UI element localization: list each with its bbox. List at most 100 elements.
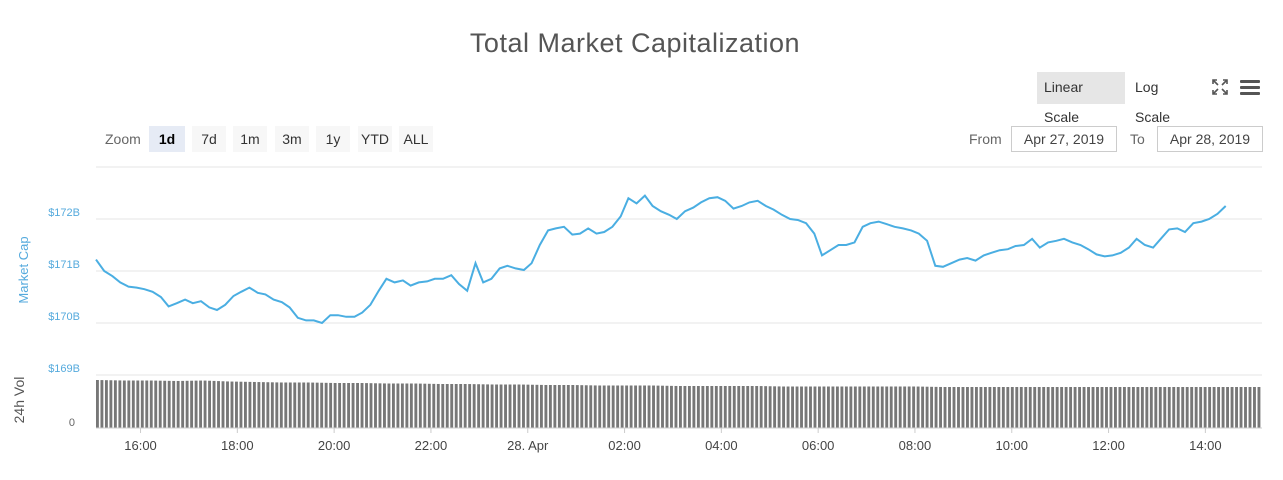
volume-bar [459, 384, 463, 428]
volume-bar [930, 386, 934, 428]
volume-bar [140, 380, 144, 428]
volume-bar [943, 387, 947, 428]
volume-bar [226, 381, 229, 428]
volume-bar [1172, 387, 1176, 428]
volume-bar [1122, 387, 1126, 428]
volume-bar [1226, 387, 1229, 428]
volume-bar [1055, 387, 1059, 428]
volume-bar [719, 386, 723, 428]
volume-bar [418, 383, 422, 428]
volume-bar [508, 384, 512, 428]
volume-bar [844, 386, 848, 428]
volume-bar [1131, 387, 1135, 428]
volume-bar [535, 384, 539, 428]
hamburger-menu-icon[interactable] [1238, 76, 1262, 98]
volume-bar [1203, 387, 1207, 428]
volume-bar [1024, 387, 1028, 428]
volume-bar [620, 385, 624, 428]
volume-bar [746, 386, 750, 428]
zoom-button-ytd[interactable]: YTD [358, 126, 392, 152]
volume-bar [181, 380, 185, 428]
volume-bar [782, 386, 786, 428]
volume-bar [714, 386, 718, 428]
volume-bar [1149, 387, 1153, 428]
volume-bar [131, 380, 135, 428]
volume-bar [598, 385, 602, 428]
x-tick-label: 02:00 [608, 438, 641, 453]
volume-bar [513, 384, 516, 428]
volume-bar [831, 386, 835, 428]
volume-bar [925, 386, 929, 428]
to-date-input[interactable] [1157, 126, 1263, 152]
volume-bar [199, 380, 203, 428]
volume-bar [1010, 387, 1014, 428]
volume-bar [970, 387, 974, 428]
zoom-button-7d[interactable]: 7d [192, 126, 226, 152]
volume-bar [436, 383, 440, 428]
volume-bar [481, 384, 485, 428]
volume-bar [320, 382, 324, 428]
volume-bar [652, 385, 655, 428]
volume-bar [539, 384, 543, 428]
volume-bars [96, 380, 1261, 428]
x-tick-label: 16:00 [124, 438, 157, 453]
volume-bar [1181, 387, 1185, 428]
volume-bar [988, 387, 992, 428]
x-axis-labels: 16:00 18:00 20:00 22:00 28. Apr 02:00 04:00 06:… [124, 428, 1222, 453]
volume-bar [661, 385, 664, 428]
volume-bar [208, 380, 211, 428]
volume-bar [356, 383, 359, 428]
volume-bar [679, 386, 682, 428]
volume-bar [907, 386, 911, 428]
volume-bar [1015, 387, 1019, 428]
from-label: From [969, 131, 1002, 147]
volume-bar [522, 384, 525, 428]
volume-bar [288, 382, 292, 428]
volume-bar [158, 380, 162, 428]
zoom-button-all[interactable]: ALL [399, 126, 433, 152]
zoom-label: Zoom [105, 131, 141, 147]
y-axis-labels: $169B $170B $171B $172B [48, 207, 80, 375]
volume-bar [486, 384, 490, 428]
volume-bar [333, 383, 337, 428]
zoom-button-1y[interactable]: 1y [316, 126, 350, 152]
volume-bar [1073, 387, 1077, 428]
volume-bar [912, 386, 916, 428]
volume-bar [862, 386, 866, 428]
linear-scale-button[interactable]: Linear Scale [1037, 72, 1125, 125]
volume-bar [921, 386, 925, 428]
from-date-input[interactable] [1011, 126, 1117, 152]
volume-bar [656, 385, 660, 428]
volume-bar [109, 380, 113, 428]
volume-bar [638, 385, 642, 428]
y-tick-label: $169B [48, 363, 80, 375]
volume-bar [701, 386, 705, 428]
zoom-button-1d[interactable]: 1d [149, 126, 185, 152]
fullscreen-icon[interactable] [1208, 76, 1232, 98]
log-scale-button[interactable]: Log Scale [1135, 79, 1171, 125]
volume-bar [1158, 387, 1162, 428]
volume-bar [400, 383, 404, 428]
volume-bar [1127, 387, 1131, 428]
volume-bar [853, 386, 857, 428]
volume-bar [387, 383, 391, 428]
volume-bar [1230, 387, 1234, 428]
volume-bar [383, 383, 386, 428]
volume-bar [687, 386, 691, 428]
volume-bar [889, 386, 893, 428]
volume-bar [261, 382, 265, 428]
volume-bar [1154, 387, 1158, 428]
volume-bar [1037, 387, 1041, 428]
volume-bar [1118, 387, 1122, 428]
volume-bar [849, 386, 853, 428]
zoom-button-1m[interactable]: 1m [233, 126, 267, 152]
volume-bar [495, 384, 499, 428]
volume-bar [809, 386, 812, 428]
zoom-button-3m[interactable]: 3m [275, 126, 309, 152]
y-tick-label: $170B [48, 311, 80, 323]
volume-bar [705, 386, 709, 428]
volume-bar [566, 385, 570, 428]
volume-bar [1145, 387, 1149, 428]
volume-bar [306, 382, 310, 428]
volume-bar [553, 385, 557, 428]
